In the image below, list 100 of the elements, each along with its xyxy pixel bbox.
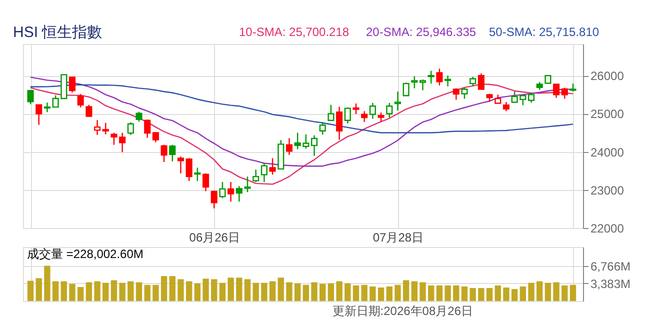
bar	[269, 281, 276, 301]
candlestick	[269, 158, 276, 176]
candlestick	[553, 84, 560, 98]
candlestick	[386, 102, 393, 118]
bar	[278, 278, 284, 301]
y-tick-label: 26000	[590, 69, 624, 84]
candlestick	[68, 76, 76, 94]
bar	[411, 281, 418, 301]
bar	[361, 284, 368, 301]
bar	[494, 285, 501, 301]
bar	[69, 284, 76, 301]
candlestick	[428, 70, 434, 84]
candlestick	[344, 106, 351, 124]
bar	[544, 282, 552, 301]
text: 更新日期:2026年08月26日	[332, 304, 473, 318]
bar	[503, 288, 510, 301]
bar	[219, 282, 226, 301]
bar	[44, 266, 50, 301]
bar	[261, 282, 268, 301]
bar	[444, 285, 451, 301]
bar	[211, 279, 218, 301]
candlestick	[361, 110, 368, 123]
bar	[178, 279, 184, 301]
text: 10-SMA: 25,700.218	[239, 25, 350, 39]
candlestick	[328, 104, 334, 121]
y-tick-label: 23000	[590, 183, 624, 198]
candlestick	[502, 101, 510, 112]
candlestick	[27, 89, 34, 105]
bar	[461, 286, 468, 301]
candlestick	[260, 162, 268, 183]
bar	[294, 283, 301, 301]
bar	[420, 282, 426, 301]
bar	[562, 285, 568, 301]
bar	[378, 288, 384, 301]
candlestick	[177, 156, 184, 174]
bar	[520, 286, 526, 301]
bar	[453, 285, 460, 301]
bar	[202, 278, 209, 301]
candlestick	[478, 72, 484, 90]
candlestick	[310, 134, 318, 157]
x-tick-label: 06月26日	[189, 230, 240, 244]
candlestick	[127, 122, 134, 136]
candlestick	[369, 102, 376, 120]
candlestick	[36, 104, 42, 126]
bar	[36, 278, 42, 301]
candlestick	[194, 167, 201, 182]
candlestick	[160, 144, 168, 163]
bar	[27, 280, 34, 301]
bar	[511, 289, 518, 301]
bar	[252, 282, 259, 301]
candlestick	[44, 102, 50, 113]
bar	[286, 282, 292, 301]
bar	[402, 280, 410, 301]
bar	[536, 281, 543, 301]
chart-title: 成交量 =228,002.60M	[27, 247, 144, 261]
candlestick	[336, 106, 343, 140]
bar	[352, 285, 360, 301]
candlestick	[286, 138, 292, 156]
bar	[370, 286, 376, 301]
candlestick	[152, 132, 159, 143]
candlestick	[110, 132, 118, 146]
bar	[336, 281, 342, 301]
bar	[302, 284, 310, 301]
bar	[78, 286, 84, 301]
bar	[52, 281, 59, 301]
bar	[119, 282, 126, 301]
candlestick	[436, 68, 443, 86]
candlestick	[144, 118, 151, 138]
bar	[394, 284, 401, 301]
bar	[528, 282, 534, 301]
bar	[311, 282, 318, 301]
y-tick-label: 3,383M	[590, 276, 631, 291]
text: 20-SMA: 25,946.335	[366, 25, 476, 39]
y-tick-label: 24000	[590, 145, 624, 160]
candlestick	[94, 119, 101, 136]
candlestick	[86, 104, 92, 118]
candlestick	[136, 111, 142, 122]
candlestick	[352, 102, 360, 115]
bar	[436, 285, 443, 301]
y-tick-label: 22000	[590, 222, 624, 236]
candlestick	[470, 76, 476, 87]
bar	[553, 282, 560, 301]
candlestick	[210, 190, 218, 209]
candlestick	[461, 87, 468, 100]
bar	[320, 284, 326, 301]
candlestick	[411, 76, 418, 89]
candlestick	[119, 132, 126, 153]
bar	[152, 284, 159, 301]
candlestick	[419, 78, 426, 91]
bar	[486, 288, 493, 301]
bar	[478, 288, 484, 301]
candlestick	[319, 121, 326, 136]
line-series	[30, 84, 574, 134]
candlestick	[444, 75, 452, 87]
candlestick	[252, 169, 260, 183]
bar	[128, 281, 134, 301]
candlestick	[228, 181, 234, 202]
bar	[428, 285, 434, 301]
bar	[470, 288, 476, 301]
bar	[570, 284, 576, 301]
